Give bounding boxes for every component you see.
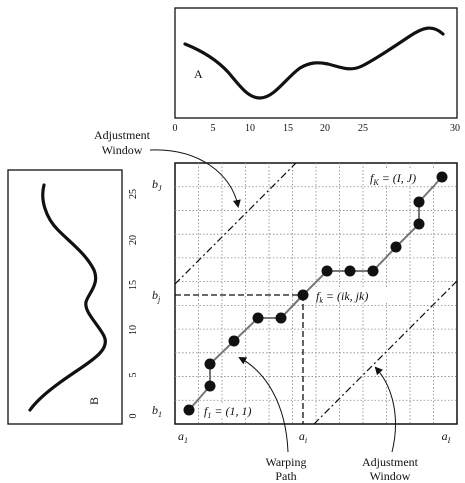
series-a-curve — [183, 26, 445, 100]
y-tick-label: 15 — [128, 280, 139, 290]
annotation-adjustment-window-bottom: Adjustment Window — [362, 366, 419, 483]
series-b-panel: B 0 5 10 15 20 25 — [7, 169, 139, 425]
fK-label: fK = (I, J) — [370, 171, 416, 187]
warping-point — [297, 289, 309, 301]
warping-grid: f1 = (1, 1) fk = (ik, jk) fK = (I, J) bJ… — [152, 162, 458, 445]
series-a-label: A — [194, 67, 203, 81]
y-tick-label: 0 — [128, 414, 139, 419]
annotation-adjustment-window-top: Adjustment Window — [94, 128, 241, 208]
series-a-frame — [174, 7, 458, 119]
a1-label: a1 — [178, 429, 188, 445]
y-tick-label: 5 — [128, 373, 139, 378]
series-b-frame — [7, 169, 123, 425]
x-tick-label: 30 — [450, 123, 460, 134]
adjustment-window-bottom-line1: Adjustment — [362, 455, 419, 469]
warping-point — [228, 335, 240, 347]
series-a-x-ticks: 0 5 10 15 20 25 30 — [173, 123, 461, 134]
ai-label: ai — [299, 429, 307, 445]
warping-point — [204, 358, 216, 370]
y-tick-label: 25 — [128, 189, 139, 199]
annotation-warping-path: Warping Path — [238, 357, 307, 483]
aI-label: aI — [442, 429, 451, 445]
warping-point — [275, 312, 287, 324]
x-tick-label: 20 — [320, 123, 330, 134]
x-tick-label: 5 — [211, 123, 216, 134]
adjustment-window-top-arrow — [149, 149, 241, 208]
adjustment-window-bottom-line2: Window — [370, 469, 411, 483]
warping-point — [413, 196, 425, 208]
warping-point — [204, 380, 216, 392]
fK-label-bg — [368, 170, 434, 185]
adjustment-window-top-line2: Window — [102, 143, 143, 157]
bj-label: bj — [152, 288, 161, 304]
warping-point — [183, 404, 195, 416]
series-a-panel: A 0 5 10 15 20 25 30 — [173, 7, 461, 134]
series-b-y-ticks: 0 5 10 15 20 25 — [128, 189, 139, 419]
warping-point — [321, 265, 333, 277]
warping-path-line1: Warping — [265, 455, 306, 469]
warping-path-points — [183, 171, 448, 416]
b1-label: b1 — [152, 403, 162, 419]
warping-point — [344, 265, 356, 277]
warping-path-arrow — [238, 357, 289, 453]
warping-point — [252, 312, 264, 324]
adjustment-window-lower-line — [313, 280, 458, 425]
x-tick-label: 15 — [283, 123, 293, 134]
fk-label: fk = (ik, jk) — [316, 289, 368, 305]
adjustment-window-bottom-arrow — [374, 366, 396, 453]
x-tick-label: 25 — [358, 123, 368, 134]
warping-point — [436, 171, 448, 183]
warping-point — [367, 265, 379, 277]
bJ-label: bJ — [152, 177, 162, 193]
x-tick-label: 0 — [173, 123, 178, 134]
adjustment-window-top-line1: Adjustment — [94, 128, 151, 142]
f1-label: f1 = (1, 1) — [204, 404, 251, 420]
adjustment-window-upper-line — [174, 162, 297, 285]
series-b-label: B — [87, 397, 101, 405]
warping-path-line2: Path — [275, 469, 296, 483]
y-tick-label: 20 — [128, 235, 139, 245]
warping-point — [413, 218, 425, 230]
series-b-curve — [28, 183, 107, 412]
f1-label-bg — [202, 404, 264, 418]
x-tick-label: 10 — [245, 123, 255, 134]
warping-point — [390, 241, 402, 253]
fk-label-bg — [314, 288, 390, 303]
y-tick-label: 10 — [128, 325, 139, 335]
